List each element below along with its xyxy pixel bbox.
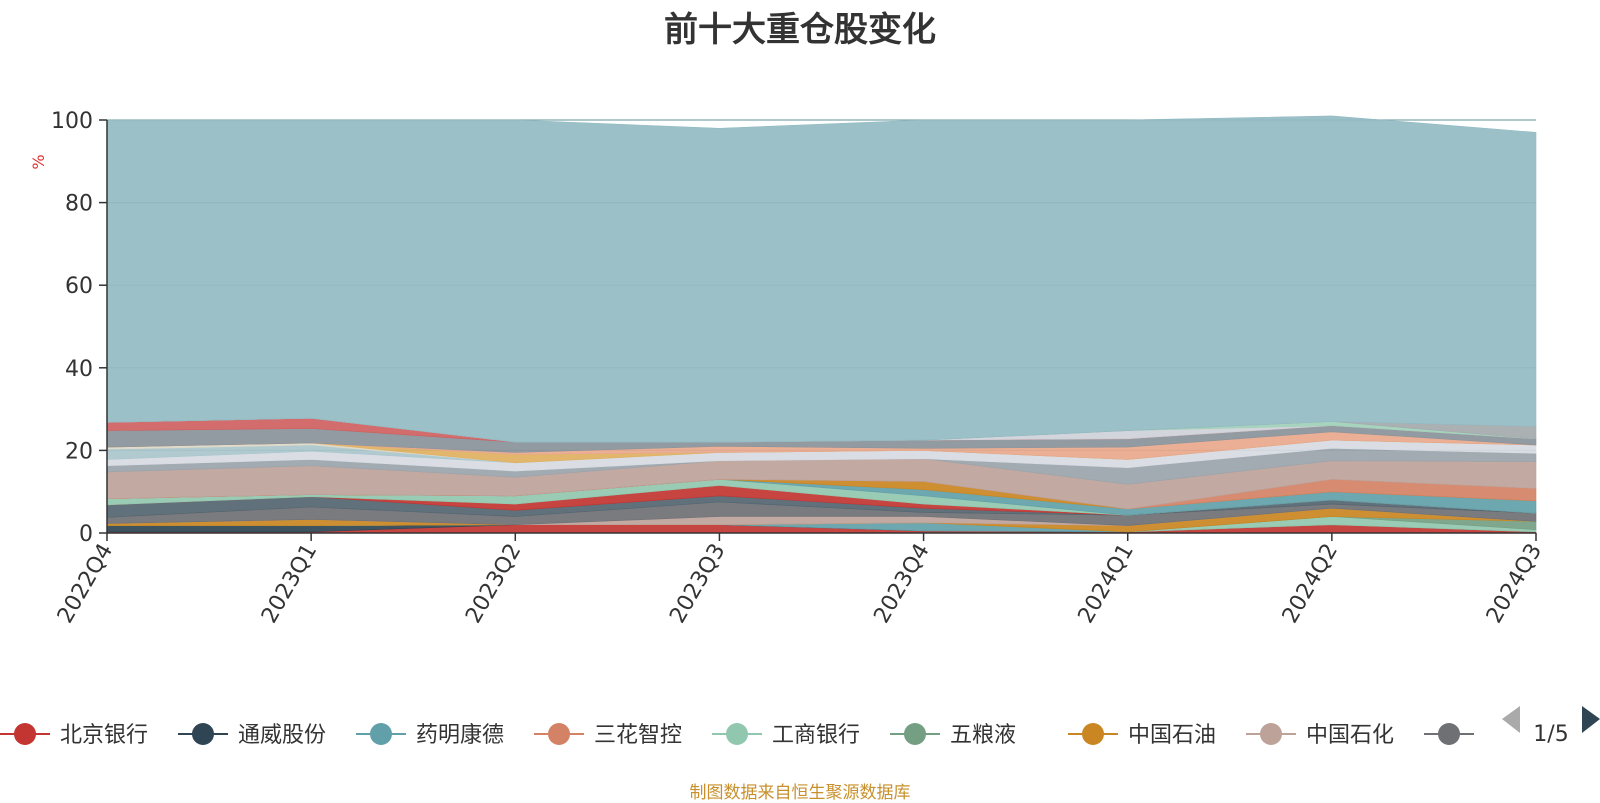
triangle-left-icon[interactable] xyxy=(1502,706,1520,733)
x-tick-label: 2024Q1 xyxy=(1074,540,1139,628)
y-tick-label: 0 xyxy=(79,522,93,547)
legend-label: 药明康德 xyxy=(416,723,504,748)
legend-label: 通威股份 xyxy=(238,723,326,748)
x-tick-label: 2023Q3 xyxy=(665,540,730,628)
y-tick-label: 60 xyxy=(65,274,93,299)
area-series-layer xyxy=(106,115,1537,534)
legend-item[interactable]: 药明康德 xyxy=(356,723,504,748)
legend: 北京银行 通威股份 药明康德 三花智控 工商银行 五粮液 中国石油 中国石化 泸州老窖 xyxy=(0,723,1572,748)
legend-item[interactable]: 中国石油 xyxy=(1068,723,1216,748)
x-tick-label: 2023Q2 xyxy=(461,540,526,628)
legend-label: 五粮液 xyxy=(950,723,1016,748)
legend-label: 北京银行 xyxy=(60,723,148,748)
source-note: 制图数据来自恒生聚源数据库 xyxy=(689,783,911,803)
y-axis-label: % xyxy=(29,154,48,169)
legend-circle-marker xyxy=(1082,723,1104,745)
legend-circle-marker xyxy=(548,723,570,745)
legend-item[interactable]: 中国石化 xyxy=(1246,723,1394,748)
legend-label: 三花智控 xyxy=(594,723,682,748)
legend-circle-marker xyxy=(370,723,392,745)
y-tick-label: 100 xyxy=(51,109,93,134)
legend-circle-marker xyxy=(904,723,926,745)
legend-circle-marker xyxy=(726,723,748,745)
x-tick-label: 2024Q2 xyxy=(1278,540,1343,628)
area-series-27 xyxy=(106,115,1537,443)
legend-item[interactable]: 工商银行 xyxy=(712,723,860,748)
chart-title: 前十大重仓股变化 xyxy=(664,10,936,50)
y-tick-label: 20 xyxy=(65,439,93,464)
legend-label: 中国石油 xyxy=(1128,723,1216,748)
triangle-right-icon[interactable] xyxy=(1582,706,1600,733)
legend-item[interactable]: 三花智控 xyxy=(534,723,682,748)
legend-pagination: 1/5 xyxy=(1502,706,1600,747)
legend-label: 中国石化 xyxy=(1306,723,1394,748)
x-tick-label: 2023Q4 xyxy=(869,540,934,628)
legend-item[interactable]: 泸州老窖 xyxy=(1424,723,1572,748)
legend-circle-marker xyxy=(14,723,36,745)
y-tick-label: 80 xyxy=(65,192,93,217)
legend-circle-marker xyxy=(192,723,214,745)
y-tick-label: 40 xyxy=(65,357,93,382)
legend-page-indicator: 1/5 xyxy=(1533,722,1568,747)
legend-circle-marker xyxy=(1260,723,1282,745)
x-tick-label: 2022Q4 xyxy=(53,540,118,628)
x-tick-label: 2023Q1 xyxy=(257,540,322,628)
x-tick-label: 2024Q3 xyxy=(1482,540,1547,628)
legend-item[interactable]: 北京银行 xyxy=(0,723,148,748)
legend-circle-marker xyxy=(1438,723,1460,745)
legend-item[interactable]: 通威股份 xyxy=(178,723,326,748)
legend-item[interactable]: 五粮液 xyxy=(890,723,1016,748)
legend-label: 工商银行 xyxy=(772,723,860,748)
